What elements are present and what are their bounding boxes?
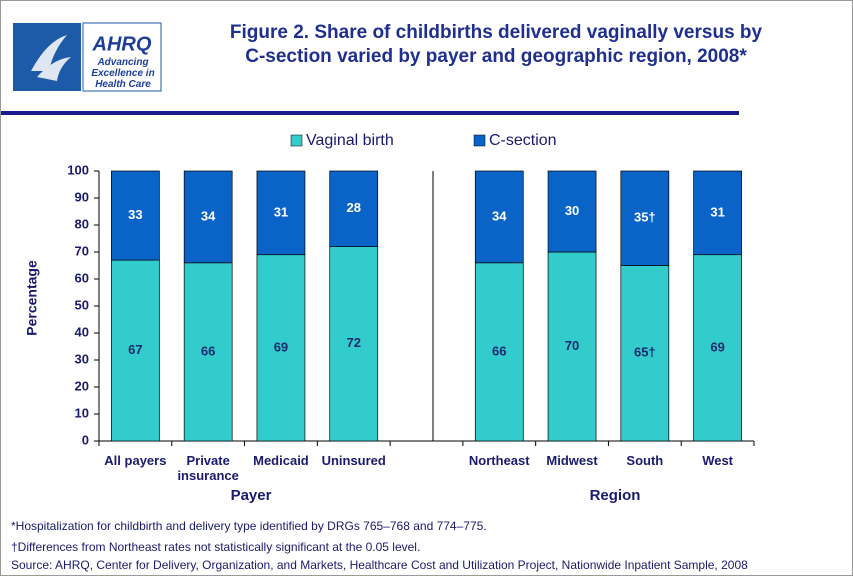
bar-segment: [256, 254, 306, 442]
value-label: 33: [128, 207, 142, 222]
value-label: 65†: [634, 345, 656, 360]
x-tick-label: South: [626, 453, 664, 468]
header-rule: [1, 111, 739, 115]
value-label: 69: [274, 339, 288, 354]
bar-segment: [183, 262, 233, 442]
footnote: †Differences from Northeast rates not st…: [11, 540, 421, 554]
bar-segment: [111, 259, 160, 442]
chart-title: C-section varied by payer and geographic…: [245, 46, 747, 67]
footnote: *Hospitalization for childbirth and deli…: [11, 519, 487, 533]
value-label: 69: [710, 339, 724, 354]
footnote: Source: AHRQ, Center for Delivery, Organ…: [11, 558, 748, 572]
y-tick-label: 40: [75, 324, 89, 339]
y-tick-label: 10: [75, 405, 89, 420]
y-tick-label: 100: [67, 162, 89, 177]
x-tick-label: Medicaid: [253, 453, 309, 468]
value-label: 67: [128, 342, 142, 357]
value-label: 66: [492, 343, 506, 358]
bar-segment: [111, 170, 160, 261]
bar-segment: [474, 170, 524, 264]
legend-swatch: [290, 134, 303, 147]
x-tick-label: Northeast: [468, 453, 530, 468]
bar-segment: [693, 170, 742, 256]
legend-swatch: [473, 134, 486, 147]
value-label: 31: [710, 204, 724, 219]
group-label: Region: [590, 487, 641, 504]
x-tick-label: West: [702, 453, 734, 468]
value-label: 28: [346, 200, 360, 215]
y-tick-label: 60: [75, 270, 89, 285]
bar-segment: [547, 251, 597, 442]
y-tick-label: 50: [75, 297, 89, 312]
ahrq-text: AHRQ: [92, 33, 152, 55]
x-tick-label: All payers: [104, 453, 167, 468]
ahrq-tagline: Advancing Excellence in Health Care: [91, 57, 155, 90]
value-label: 34: [492, 208, 507, 223]
bar-segment: [620, 170, 670, 266]
bar-segment: [329, 246, 379, 442]
value-label: 70: [565, 338, 579, 353]
x-tick-label: Midwest: [546, 453, 598, 468]
bar-segment: [474, 262, 524, 442]
value-label: 30: [565, 203, 579, 218]
chart-title: Figure 2. Share of childbirths delivered…: [230, 22, 763, 43]
value-label: 66: [201, 343, 215, 358]
bar-segment: [620, 265, 670, 442]
y-tick-label: 90: [75, 189, 89, 204]
x-tick-label: Uninsured: [321, 453, 386, 468]
bar-segment: [693, 254, 742, 442]
x-tick-label: Private insurance: [177, 453, 239, 483]
ahrq-logo: [82, 22, 162, 92]
legend-label: Vaginal birth: [306, 132, 394, 149]
bar-segment: [256, 170, 306, 256]
y-tick-label: 30: [75, 351, 89, 366]
y-tick-label: 20: [75, 378, 89, 393]
y-axis-label: Percentage: [24, 260, 40, 336]
value-label: 31: [274, 204, 288, 219]
bar-segment: [547, 170, 597, 253]
bar-segment: [329, 170, 379, 247]
y-tick-label: 80: [75, 216, 89, 231]
y-tick-label: 70: [75, 243, 89, 258]
group-label: Payer: [231, 487, 272, 504]
hhs-emblem: [31, 35, 71, 81]
value-label: 34: [201, 208, 216, 223]
legend-label: C-section: [489, 132, 557, 149]
value-label: 35†: [634, 210, 656, 225]
y-tick-label: 0: [82, 432, 89, 447]
value-label: 72: [346, 335, 360, 350]
bar-segment: [183, 170, 233, 264]
